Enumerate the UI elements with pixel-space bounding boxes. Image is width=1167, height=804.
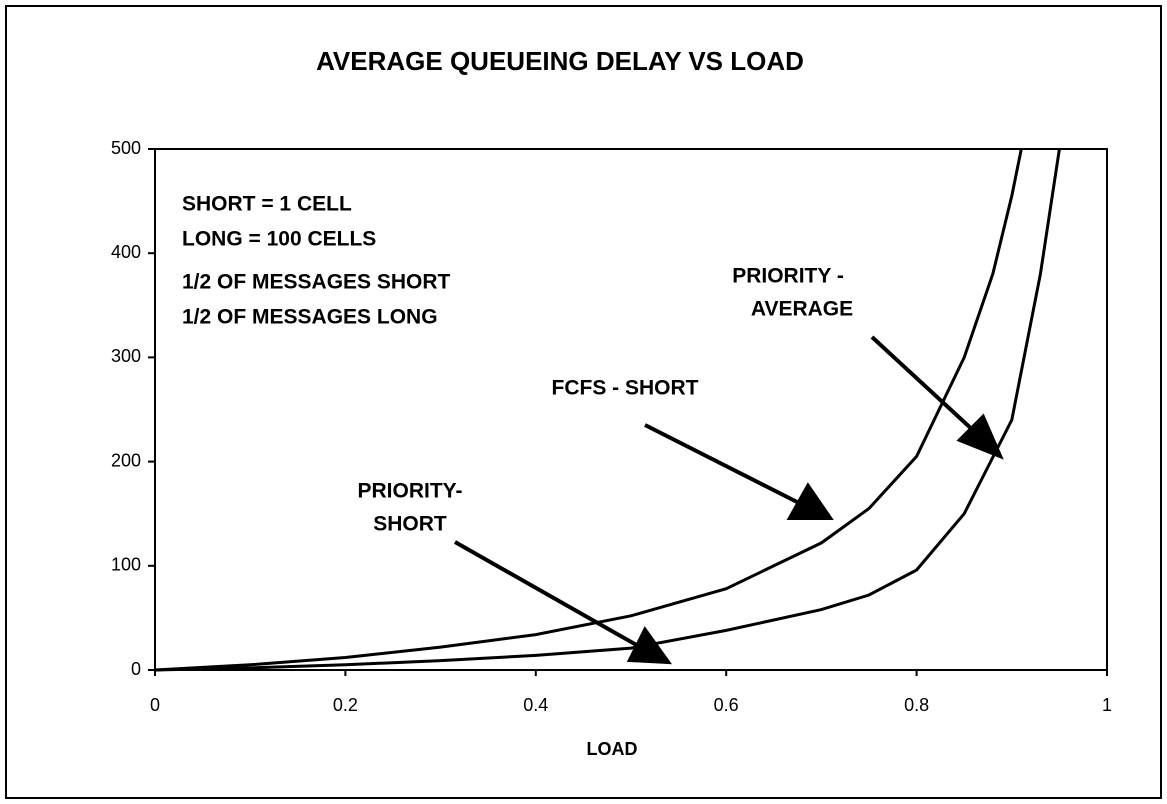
x-tick-label: 1 <box>1102 695 1112 715</box>
line <box>154 148 1061 672</box>
y-tick-label: 300 <box>111 346 141 366</box>
y-tick-label: 0 <box>131 659 141 679</box>
annotation: AVERAGE <box>751 298 853 321</box>
note: 1/2 OF MESSAGES LONG <box>182 306 438 329</box>
y-tick-label: 400 <box>111 242 141 262</box>
x-axis-label: LOAD <box>587 739 638 759</box>
line <box>154 148 1023 672</box>
note: 1/2 OF MESSAGES SHORT <box>182 271 451 294</box>
annotation: PRIORITY - <box>732 265 844 288</box>
x-tick-label: 0.4 <box>523 695 548 715</box>
plot-area <box>154 148 1108 671</box>
annotation: FCFS - SHORT <box>552 377 699 400</box>
note: SHORT = 1 CELL <box>182 193 352 216</box>
x-tick-label: 0.6 <box>714 695 739 715</box>
frame <box>5 5 1162 799</box>
x-tick-label: 0.8 <box>904 695 929 715</box>
x-tick-label: 0 <box>150 695 160 715</box>
note: LONG = 100 CELLS <box>182 228 376 251</box>
y-tick-label: 200 <box>111 450 141 470</box>
arrow <box>454 540 641 649</box>
y-tick-label: 500 <box>111 138 141 158</box>
chart-title: AVERAGE QUEUEING DELAY VS LOAD <box>316 46 804 76</box>
x-tick-label: 0.2 <box>333 695 358 715</box>
arrows <box>454 335 1004 665</box>
annotation: PRIORITY- <box>357 480 462 503</box>
arrow <box>644 423 804 507</box>
arrow-head <box>786 482 834 520</box>
arrow-head <box>956 413 1004 460</box>
annotation: SHORT <box>373 513 447 536</box>
y-tick-label: 100 <box>111 555 141 575</box>
arrow <box>870 335 977 434</box>
